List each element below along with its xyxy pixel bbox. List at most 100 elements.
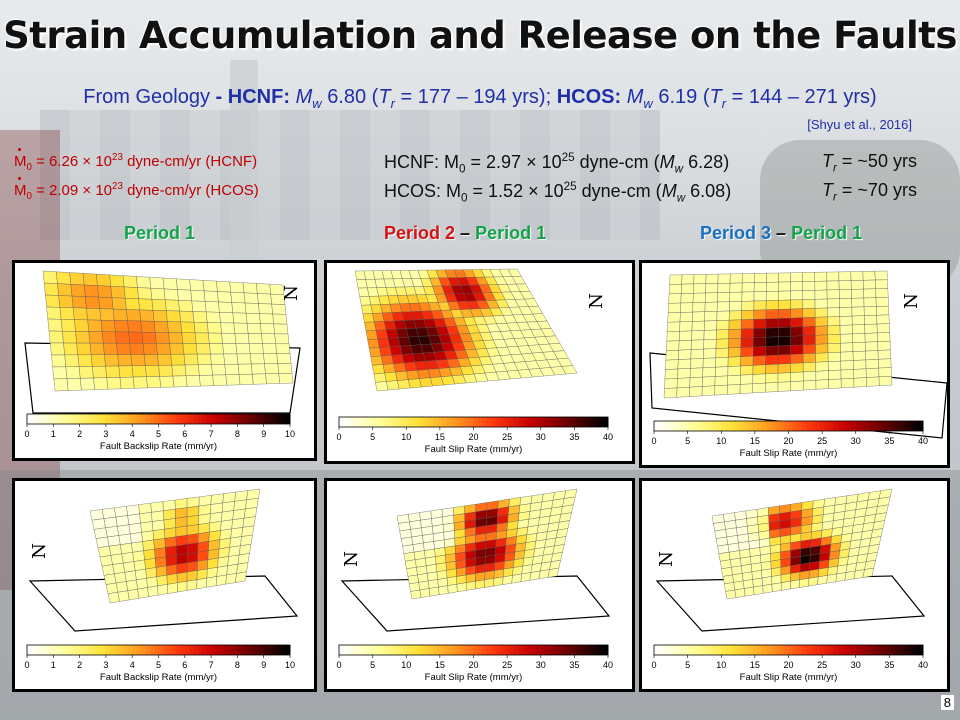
colorbar-step (136, 645, 142, 655)
fault-cell (753, 346, 766, 357)
colorbar-step (585, 417, 591, 427)
fault-cell (447, 583, 458, 594)
colorbar-step (662, 421, 668, 431)
fault-cell (493, 576, 504, 587)
fault-cell (852, 350, 866, 361)
fault-cell (815, 316, 828, 327)
colorbar-step (567, 645, 573, 655)
colorbar-step (549, 417, 555, 427)
fault-cell (157, 354, 172, 366)
fault-cell (815, 334, 829, 345)
colorbar-step (860, 645, 866, 655)
colorbar-step (352, 417, 358, 427)
fault-cell (691, 320, 705, 332)
fault-cell (361, 304, 373, 315)
period-3-label: Period 3 – Period 1 (700, 223, 863, 243)
fault-cell (705, 292, 718, 303)
fault-cell (669, 274, 683, 285)
fault-cell (48, 330, 64, 344)
fault-cell (193, 322, 209, 334)
colorbar-step (127, 645, 133, 655)
colorbar-step (707, 645, 713, 655)
colorbar-step (268, 645, 273, 655)
fault-cell (875, 297, 889, 307)
colorbar-tick-label: 2 (77, 429, 82, 439)
fault-cell (133, 376, 148, 389)
colorbar-step (464, 417, 470, 427)
colorbar-step (491, 417, 497, 427)
fault-cell (273, 323, 289, 335)
fault-cell (144, 354, 159, 366)
slip-map-period3-hcnf: N 0 5 10 15 20 25 30 35 40 Fault Slip Rate (mm/yr) (639, 260, 950, 468)
fault-cell (84, 284, 99, 298)
colorbar-tick-label: 25 (502, 432, 512, 442)
fault-cell (149, 277, 165, 290)
colorbar-step (410, 417, 416, 427)
fault-cell (840, 333, 853, 344)
colorbar-tick-label: 9 (261, 429, 266, 439)
colorbar-step (66, 414, 72, 424)
fault-plane (396, 488, 578, 600)
fault-cell (167, 582, 178, 594)
colorbar-step (599, 645, 605, 655)
fault-cell (410, 589, 422, 600)
fault-cell (765, 309, 779, 320)
fault-cell (151, 510, 165, 522)
fault-cell (176, 278, 191, 291)
fault-cell (194, 332, 210, 344)
colorbar-step (775, 645, 781, 655)
fault-cell (140, 320, 156, 333)
fault-cell (123, 286, 139, 299)
fault-cell (118, 533, 132, 545)
fault-cell (136, 578, 148, 590)
colorbar-tick-label: 30 (851, 436, 861, 446)
fault-cell (105, 582, 119, 594)
colorbar-step (27, 645, 32, 655)
colorbar-step (250, 414, 256, 424)
fault-cell (734, 588, 746, 598)
fault-cell (208, 332, 223, 344)
colorbar-step (558, 645, 564, 655)
fault-cell (790, 326, 804, 337)
fault-cell (56, 271, 71, 285)
fault-cell (790, 380, 804, 391)
colorbar-step (846, 645, 852, 655)
fault-cell (664, 378, 678, 389)
fault-cell (765, 345, 779, 356)
fault-cell (115, 515, 130, 527)
fault-cell (223, 353, 239, 365)
fault-cell (260, 323, 275, 334)
colorbar-tick-label: 9 (261, 660, 266, 670)
colorbar-step (716, 645, 722, 655)
fault-cell (45, 294, 61, 308)
fault-cell (121, 552, 135, 564)
colorbar-title: Fault Slip Rate (mm/yr) (425, 672, 523, 683)
colorbar-step (202, 414, 208, 424)
fault-cell (678, 349, 692, 360)
fault-cell (105, 526, 120, 538)
fault-cell (175, 516, 188, 528)
fault-cell (210, 502, 223, 514)
fault-cell (863, 279, 876, 290)
fault-cell (740, 356, 754, 367)
fault-cell (701, 385, 716, 396)
colorbar-step (761, 421, 767, 431)
colorbar-step (851, 421, 857, 431)
fault-cell (249, 343, 264, 354)
colorbar-step (365, 645, 371, 655)
fault-cell (741, 282, 755, 293)
fault-cell (126, 309, 141, 322)
fault-cell (364, 321, 377, 332)
colorbar-step (401, 645, 407, 655)
colorbar-step (356, 645, 362, 655)
colorbar-tick-label: 30 (851, 660, 861, 670)
fault-cell (753, 291, 767, 302)
fault-cell (729, 273, 743, 284)
fault-cell (164, 527, 177, 539)
fault-cell (803, 380, 817, 391)
colorbar-step (837, 645, 843, 655)
fault-cell (690, 348, 704, 360)
colorbar-step (469, 417, 474, 427)
colorbar-step (792, 421, 798, 431)
fault-cell (176, 571, 188, 584)
